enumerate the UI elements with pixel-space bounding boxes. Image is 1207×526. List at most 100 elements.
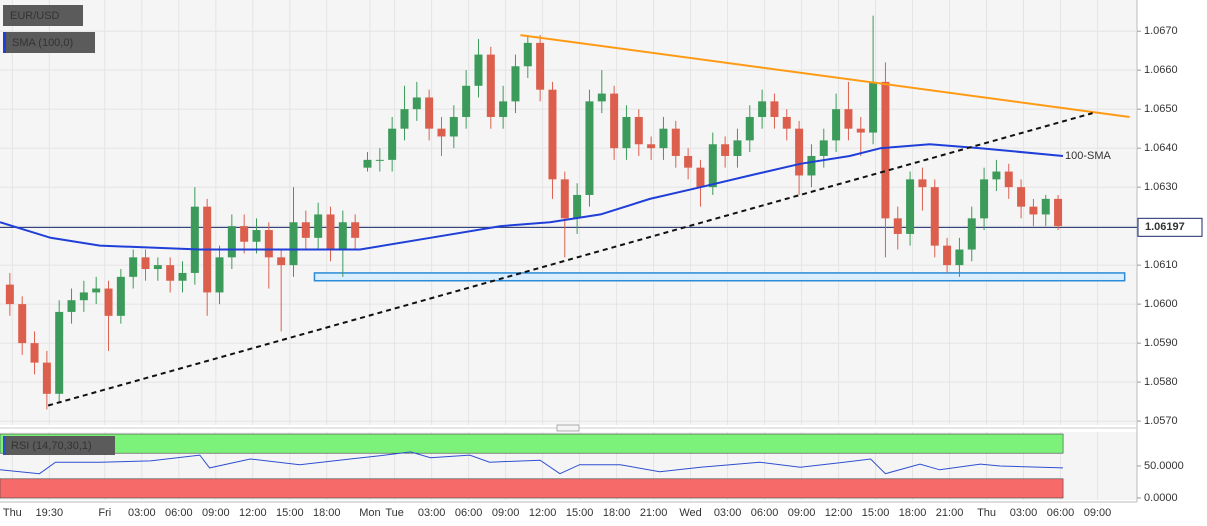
candle-body xyxy=(499,101,508,117)
price-tag-label: 1.06197 xyxy=(1145,221,1185,233)
x-tick-label: 18:00 xyxy=(313,507,341,519)
candle-body xyxy=(856,128,865,133)
x-tick-label: 15:00 xyxy=(566,507,594,519)
candle-body xyxy=(560,179,569,219)
x-tick-label: 06:00 xyxy=(751,507,779,519)
candle-body xyxy=(215,257,224,293)
candle-body xyxy=(733,140,742,156)
candle-body xyxy=(351,222,360,238)
x-tick-label: 09:00 xyxy=(1084,507,1112,519)
x-tick-label: Fri xyxy=(98,507,111,519)
y-tick-label: 1.0640 xyxy=(1144,142,1178,154)
candle-body xyxy=(252,230,261,242)
candle-body xyxy=(684,155,693,168)
candle-body xyxy=(955,249,964,266)
x-tick-label: 12:00 xyxy=(239,507,267,519)
y-tick-label: 1.0610 xyxy=(1144,259,1178,271)
sma-label: 100-SMA xyxy=(1065,150,1112,162)
candle-body xyxy=(129,257,138,277)
price-tag xyxy=(1137,217,1203,237)
candle-body xyxy=(758,101,767,117)
x-tick-label: 21:00 xyxy=(936,507,964,519)
candle-body xyxy=(819,140,828,156)
rsi-badge-color xyxy=(3,436,6,455)
sma-legend: SMA (100,0) xyxy=(12,37,73,49)
rsi-line xyxy=(0,451,1064,475)
candle-body xyxy=(721,144,730,156)
symbol-label: EUR/USD xyxy=(10,10,60,22)
x-tick-label: 12:00 xyxy=(825,507,853,519)
candle-body xyxy=(166,265,175,281)
candle-body xyxy=(79,292,88,301)
y-tick-label: 1.0590 xyxy=(1144,337,1178,349)
trend-line xyxy=(47,112,1093,407)
candle-body xyxy=(930,187,939,246)
candle-body xyxy=(536,42,545,90)
candle-body xyxy=(647,144,656,149)
x-tick-label: 06:00 xyxy=(455,507,483,519)
candle-body xyxy=(511,66,520,102)
y-tick-label: 1.0650 xyxy=(1144,103,1178,115)
x-tick-label: 03:00 xyxy=(128,507,156,519)
rsi-badge xyxy=(3,436,115,455)
candle-body xyxy=(893,218,902,234)
candle-body xyxy=(795,128,804,176)
candle-body xyxy=(18,304,27,344)
rsi-overbought-band xyxy=(0,433,1064,454)
support-zone xyxy=(313,272,1126,282)
candle-body xyxy=(943,245,952,266)
x-tick-label: 18:00 xyxy=(899,507,927,519)
x-tick-label: Thu xyxy=(977,507,996,519)
candle-body xyxy=(869,81,878,133)
candle-body xyxy=(770,101,779,117)
candle-body xyxy=(375,159,384,161)
sma-badge-color xyxy=(3,32,6,53)
x-tick-label: 15:00 xyxy=(862,507,890,519)
x-tick-label: 09:00 xyxy=(202,507,230,519)
candle-body xyxy=(832,109,841,141)
candle-body xyxy=(338,222,347,250)
candle-body xyxy=(906,179,915,234)
candle-body xyxy=(277,257,286,266)
candle-body xyxy=(659,128,668,149)
candle-body xyxy=(104,288,113,316)
candle-body xyxy=(289,222,298,266)
rsi-oversold-band xyxy=(0,478,1064,499)
x-tick-label: 03:00 xyxy=(714,507,742,519)
candle-body xyxy=(1029,206,1038,215)
x-tick-label: 19:30 xyxy=(36,507,64,519)
candle-body xyxy=(116,276,125,316)
candle-body xyxy=(42,362,51,394)
y-tick-label: 1.0600 xyxy=(1144,298,1178,310)
rsi-tick-label: 50.0000 xyxy=(1144,460,1184,472)
candle-body xyxy=(141,257,150,270)
x-tick-label: 06:00 xyxy=(165,507,193,519)
candle-body xyxy=(696,167,705,188)
x-tick-label: 09:00 xyxy=(492,507,520,519)
x-tick-label: 03:00 xyxy=(418,507,446,519)
y-tick-label: 1.0670 xyxy=(1144,25,1178,37)
x-tick-label: Thu xyxy=(3,507,22,519)
divider-handle xyxy=(556,424,580,432)
candle-body xyxy=(474,54,483,86)
candle-body xyxy=(967,218,976,250)
candle-body xyxy=(1041,198,1050,215)
candle-body xyxy=(227,226,236,258)
candle-body xyxy=(449,116,458,137)
y-tick-label: 1.0630 xyxy=(1144,181,1178,193)
candle-body xyxy=(881,81,890,219)
candle-body xyxy=(240,226,249,242)
candle-body xyxy=(523,42,532,67)
x-tick-label: 18:00 xyxy=(603,507,631,519)
x-tick-label: 21:00 xyxy=(640,507,668,519)
candle-body xyxy=(55,311,64,394)
candle-body xyxy=(1017,187,1026,207)
candle-body xyxy=(548,89,557,180)
candle-body xyxy=(980,179,989,219)
candle-body xyxy=(5,284,14,305)
candle-body xyxy=(314,214,323,238)
x-tick-label: 09:00 xyxy=(788,507,816,519)
candle-body xyxy=(585,101,594,195)
candle-body xyxy=(400,109,409,129)
